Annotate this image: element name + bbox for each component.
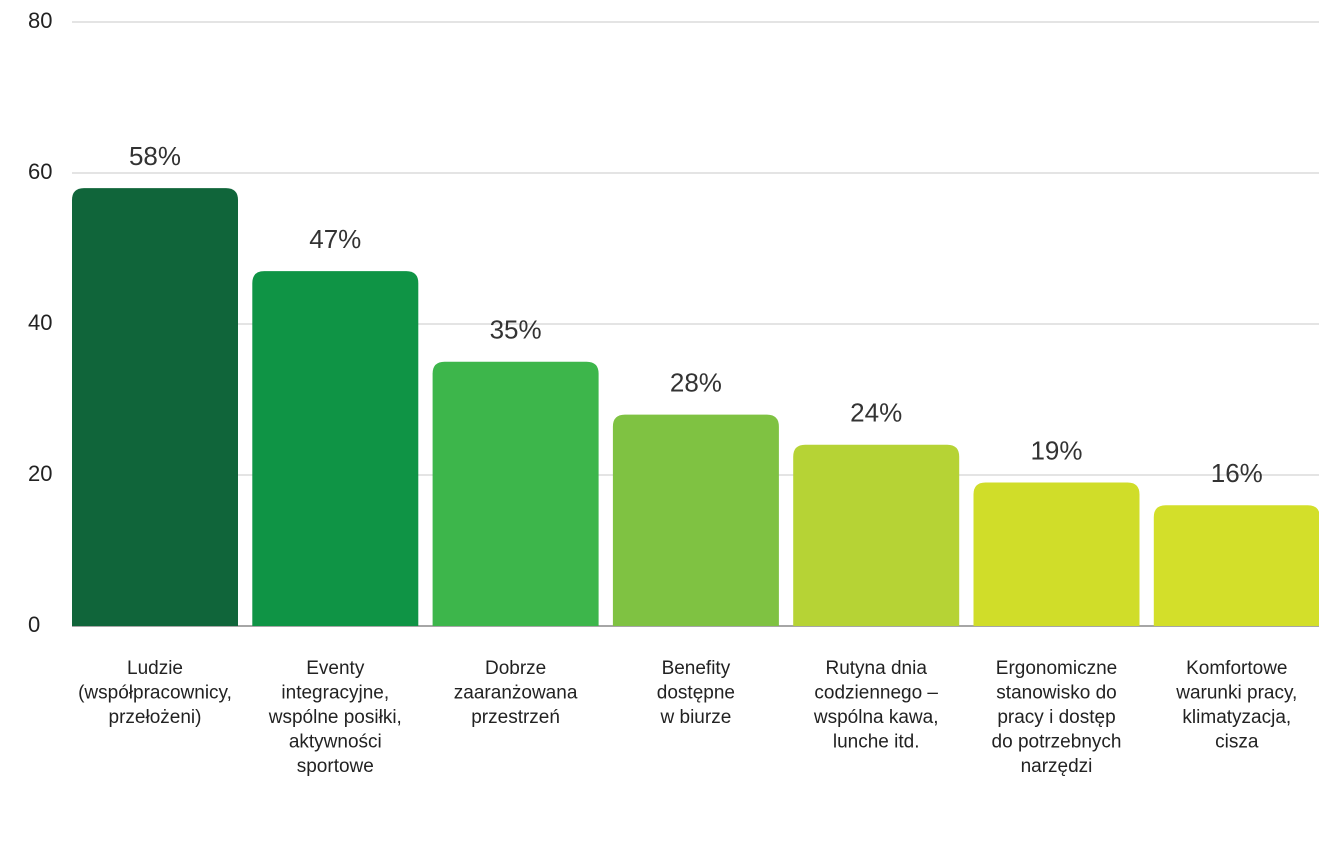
x-tick-label: zaaranżowana <box>454 683 578 704</box>
x-tick-label: cisza <box>1215 732 1259 753</box>
x-tick-label: stanowisko do <box>996 683 1116 704</box>
y-tick-label: 0 <box>28 612 40 637</box>
x-tick-label: Rutyna dnia <box>825 658 927 679</box>
x-tick-label: aktywności <box>289 732 382 753</box>
x-tick-label: Benefity <box>662 658 731 679</box>
x-tick-label: Dobrze <box>485 658 546 679</box>
bar <box>432 361 599 626</box>
value-label: 16% <box>1211 458 1263 488</box>
y-tick-label: 40 <box>28 310 52 335</box>
x-tick-label: codziennego – <box>814 683 938 704</box>
x-tick-label: do potrzebnych <box>992 732 1122 753</box>
x-tick-label: w biurze <box>660 707 732 728</box>
x-tick-label: Ergonomiczne <box>996 658 1117 679</box>
y-tick-label: 80 <box>28 8 52 33</box>
value-label: 24% <box>850 398 902 428</box>
x-tick-label: klimatyzacja, <box>1182 707 1291 728</box>
x-tick-label: wspólne posiłki, <box>268 707 402 728</box>
x-tick-label: Ludzie <box>127 658 183 679</box>
value-label: 35% <box>490 315 542 345</box>
y-tick-label: 60 <box>28 159 52 184</box>
x-tick-label: sportowe <box>297 756 374 777</box>
x-tick-label: narzędzi <box>1021 756 1093 777</box>
x-tick-label: (współpracownicy, <box>78 683 232 704</box>
bar <box>72 188 238 626</box>
bar <box>973 482 1140 626</box>
x-tick-label: Eventy <box>306 658 365 679</box>
x-tick-label: lunche itd. <box>833 732 920 753</box>
bar <box>612 414 779 626</box>
bar <box>1153 505 1319 626</box>
value-label: 28% <box>670 367 722 397</box>
x-tick-label: pracy i dostęp <box>997 707 1115 728</box>
bar <box>793 444 960 626</box>
x-tick-label: przełożeni) <box>109 707 202 728</box>
y-tick-label: 20 <box>28 461 52 486</box>
x-tick-label: integracyjne, <box>281 683 389 704</box>
x-tick-label: przestrzeń <box>471 707 560 728</box>
value-label: 58% <box>129 141 181 171</box>
x-tick-label: wspólna kawa, <box>813 707 939 728</box>
value-label: 47% <box>309 224 361 254</box>
x-tick-label: Komfortowe <box>1186 658 1287 679</box>
bar <box>252 271 419 626</box>
x-tick-label: warunki pracy, <box>1175 683 1297 704</box>
value-label: 19% <box>1030 435 1082 465</box>
x-tick-label: dostępne <box>657 683 735 704</box>
